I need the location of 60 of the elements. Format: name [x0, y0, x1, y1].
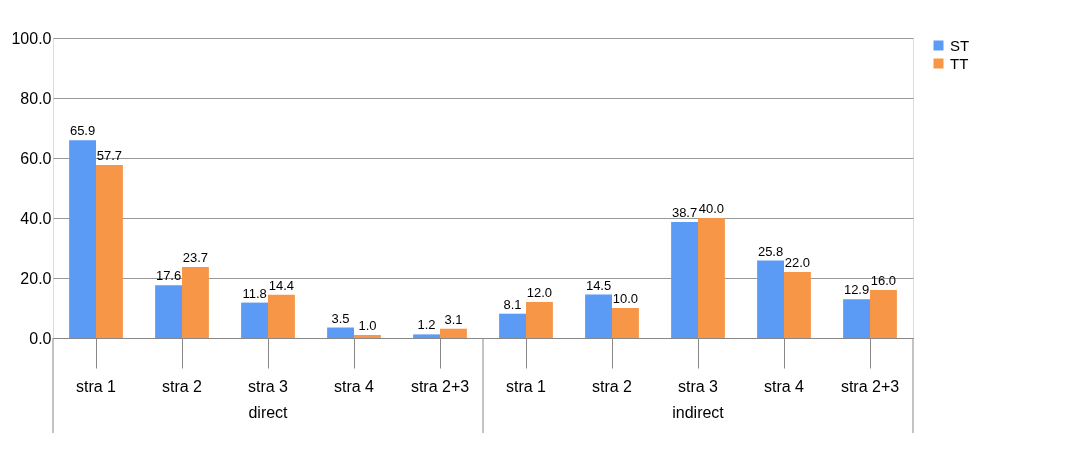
x-tick-label: stra 2+3	[840, 377, 900, 395]
y-tick-label: 40.0	[20, 209, 52, 227]
y-tick-label: 20.0	[20, 269, 52, 287]
data-label: 16.0	[870, 273, 897, 288]
bar	[784, 272, 811, 338]
data-label: 25.8	[757, 243, 784, 259]
data-label: 57.7	[96, 147, 123, 163]
bar	[612, 308, 639, 338]
data-label: 3.1	[444, 311, 463, 327]
x-tick-label: stra 1	[505, 377, 547, 395]
x-tick-label: stra 1	[75, 377, 117, 395]
x-tick-label: stra 2+3	[410, 377, 470, 395]
bar	[69, 140, 96, 338]
bar	[354, 335, 381, 338]
y-tick-label: 0.0	[29, 329, 52, 347]
data-label: 3.5	[331, 310, 350, 326]
x-tick-label: stra 4	[763, 377, 805, 395]
data-label: 65.9	[69, 123, 96, 139]
data-label: 8.1	[503, 296, 522, 312]
bar	[96, 164, 123, 338]
data-label: 14.4	[268, 277, 295, 293]
bar	[268, 294, 295, 338]
bar	[671, 221, 698, 338]
bar	[413, 334, 440, 338]
bar	[757, 260, 784, 338]
data-label: 22.0	[784, 255, 811, 270]
x-tick-label: stra 2	[591, 377, 633, 395]
bar	[526, 302, 553, 338]
bar	[585, 294, 612, 338]
data-label: 1.0	[358, 318, 377, 333]
x-tick-label: stra 3	[677, 377, 719, 395]
data-label: 12.9	[843, 282, 870, 298]
data-label: 12.0	[526, 285, 553, 300]
bar	[241, 302, 268, 338]
data-label: 1.2	[417, 317, 436, 333]
bar	[440, 328, 467, 338]
bar	[870, 290, 897, 338]
data-label: 17.6	[155, 268, 182, 284]
x-tick-label: stra 4	[333, 377, 375, 395]
bar	[182, 266, 209, 338]
y-tick-label: 60.0	[20, 149, 52, 167]
legend-label: ST	[950, 36, 970, 54]
bar	[843, 299, 870, 338]
bar	[327, 327, 354, 338]
y-tick-label: 80.0	[20, 89, 52, 107]
data-label: 40.0	[698, 201, 725, 216]
bar	[698, 218, 725, 338]
bar	[155, 285, 182, 338]
x-tick-label: stra 3	[247, 377, 289, 395]
data-label: 14.5	[585, 277, 612, 293]
legend-label: TT	[950, 54, 969, 72]
x-tick-label: stra 2	[161, 377, 203, 395]
data-label: 11.8	[242, 285, 267, 301]
y-tick-label: 100.0	[11, 29, 52, 47]
data-label: 10.0	[612, 291, 639, 306]
text: direct	[248, 404, 289, 421]
data-label: 23.7	[182, 249, 209, 265]
bar	[499, 313, 526, 338]
text: indirect	[672, 404, 725, 421]
data-label: 38.7	[671, 204, 698, 220]
